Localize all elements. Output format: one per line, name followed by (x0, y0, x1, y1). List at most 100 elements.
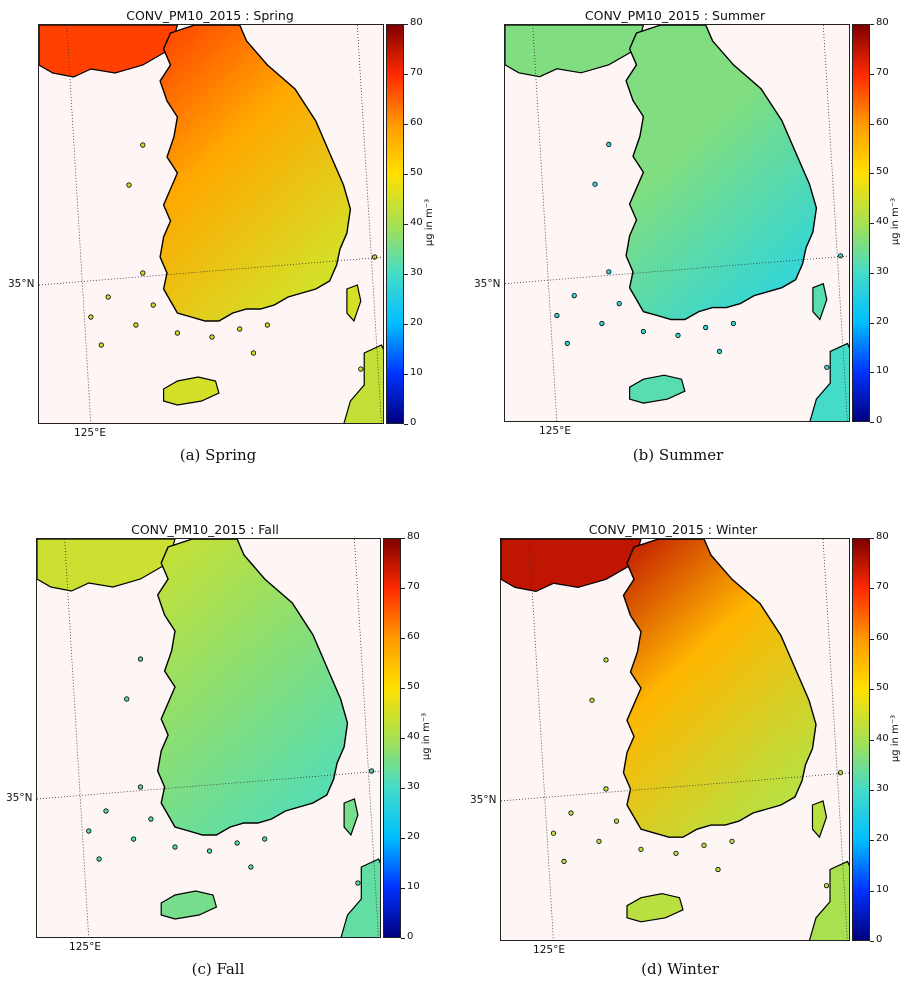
korean-peninsula (156, 539, 349, 836)
small-island (96, 856, 102, 862)
north-landmass (37, 539, 176, 592)
colorbar-tick-mark (870, 73, 874, 75)
colorbar-tick-mark (401, 638, 405, 639)
colorbar-tick-label: 20 (876, 833, 889, 845)
north-landmass (501, 539, 642, 593)
colorbar-tick-label: 40 (410, 217, 423, 228)
colorbar-tick-mark (404, 324, 408, 325)
small-island (126, 182, 132, 188)
small-island (703, 324, 709, 331)
colorbar-tick-label: 70 (876, 581, 889, 593)
colorbar-tick-label: 10 (876, 365, 889, 377)
colorbar-tick-mark (870, 123, 874, 125)
small-island (613, 818, 620, 824)
colorbar-tick-mark (404, 224, 408, 225)
small-island (133, 322, 139, 328)
small-island (603, 786, 609, 792)
korean-peninsula (622, 539, 817, 838)
caption: (c) Fall (191, 960, 245, 978)
colorbar-tick-label: 50 (876, 166, 889, 178)
colorbar-tick-mark (401, 538, 405, 539)
colorbar-tick-label: 60 (410, 117, 423, 128)
small-island (592, 181, 598, 187)
colorbar-tick-mark (870, 173, 874, 175)
colorbar-tick-label: 60 (407, 631, 420, 642)
colorbar-tick-mark (870, 223, 874, 224)
map-plot (36, 538, 381, 938)
colorbar-tick-label: 30 (876, 265, 889, 277)
colorbar-tick-mark (404, 374, 408, 375)
colorbar-tick-mark (870, 890, 874, 892)
map-title: CONV_PM10_2015 : Summer (584, 8, 766, 23)
longitude-line-east (822, 25, 848, 421)
colorbar-tick-label: 20 (407, 831, 420, 842)
tsushima-island (343, 798, 359, 837)
small-island (88, 314, 94, 320)
colorbar-tick-mark (870, 840, 874, 842)
colorbar-tick-mark (401, 788, 405, 789)
small-island (140, 142, 146, 148)
colorbar-unit-label: μg in m⁻³ (890, 197, 902, 246)
latitude-label: 35°N (474, 278, 501, 290)
longitude-label: 125°E (69, 941, 101, 953)
colorbar-tick-label: 10 (410, 367, 423, 378)
north-landmass (39, 25, 179, 78)
colorbar-tick-mark (870, 789, 874, 791)
small-island (86, 828, 92, 834)
colorbar-tick-label: 20 (876, 315, 889, 327)
korea-map (501, 539, 849, 940)
small-island (554, 312, 560, 319)
map-title: CONV_PM10_2015 : Spring (126, 8, 294, 23)
small-island (701, 842, 707, 848)
japan-coast (809, 342, 849, 421)
colorbar-tick-label: 70 (410, 67, 423, 78)
colorbar-gradient (383, 538, 401, 938)
colorbar-tick-mark (401, 738, 405, 739)
map-plot (38, 24, 384, 424)
longitude-line-west (532, 25, 558, 421)
small-island (675, 332, 681, 338)
small-island (606, 141, 612, 148)
small-island (568, 810, 574, 816)
small-island (638, 846, 644, 852)
colorbar-tick-mark (870, 422, 874, 423)
colorbar-tick-label: 50 (407, 681, 420, 692)
latitude-line (39, 256, 383, 286)
small-island (824, 364, 830, 370)
small-island (599, 320, 605, 327)
small-island (237, 326, 243, 332)
small-island (730, 320, 736, 327)
korean-peninsula (159, 25, 352, 322)
colorbar-tick-label: 80 (876, 17, 889, 28)
small-island (137, 656, 144, 662)
longitude-line-west (528, 539, 554, 940)
small-island (103, 808, 109, 814)
longitude-line-east (822, 539, 848, 940)
map-plot (504, 24, 850, 422)
colorbar-tick-label: 0 (876, 415, 883, 426)
colorbar-tick-label: 0 (410, 417, 417, 428)
small-island (131, 836, 137, 842)
jeju-island (162, 376, 220, 406)
longitude-label: 125°E (539, 425, 571, 437)
small-island (596, 838, 602, 844)
small-island (358, 366, 364, 372)
tsushima-island (346, 284, 362, 323)
colorbar-tick-label: 30 (410, 267, 423, 278)
map-title: CONV_PM10_2015 : Winter (588, 522, 758, 537)
japan-coast (340, 858, 380, 937)
small-island (140, 270, 146, 276)
colorbar-tick-mark (401, 938, 405, 939)
colorbar-tick-label: 40 (407, 731, 420, 742)
small-island (603, 657, 609, 663)
caption: (a) Spring (179, 446, 257, 464)
colorbar-unit-label: μg in m⁻³ (890, 714, 902, 762)
colorbar-tick-mark (870, 941, 874, 942)
caption: (d) Winter (641, 960, 719, 978)
longitude-line-west (64, 539, 90, 937)
korea-map (505, 25, 849, 421)
longitude-label: 125°E (74, 427, 106, 439)
latitude-line (505, 255, 849, 285)
colorbar-tick-label: 50 (410, 167, 423, 178)
korea-map (39, 25, 383, 423)
